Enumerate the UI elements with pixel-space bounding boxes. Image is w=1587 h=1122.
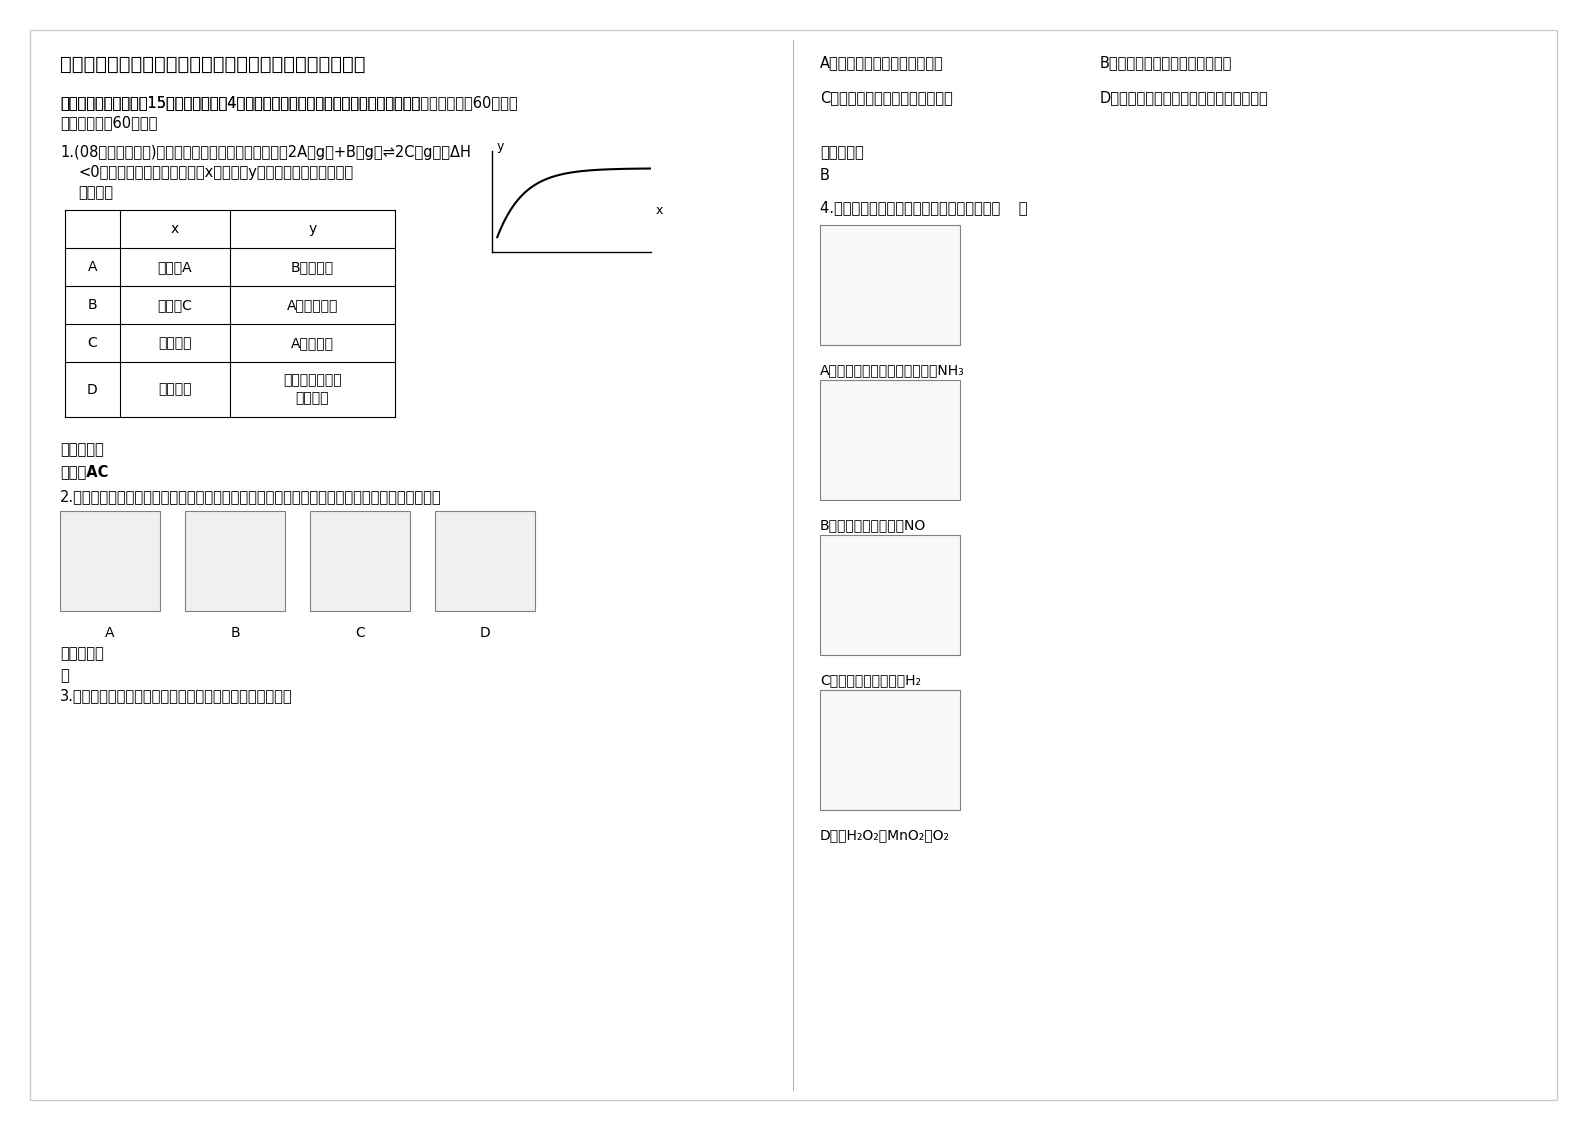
FancyBboxPatch shape [820,690,960,810]
Text: A．用氯化铵和氢氧化钠固体制NH₃: A．用氯化铵和氢氧化钠固体制NH₃ [820,364,965,377]
Text: C: C [87,335,97,350]
Text: B．用铜片和稀硝酸制NO: B．用铜片和稀硝酸制NO [820,518,927,532]
Text: 2.研究物质性质的方法很多，其中对照实验就是一种重要的方法，下列装置不是作为对照实验的是: 2.研究物质性质的方法很多，其中对照实验就是一种重要的方法，下列装置不是作为对照… [60,489,441,504]
Text: y: y [497,140,503,153]
FancyBboxPatch shape [60,511,160,611]
Text: A: A [87,260,97,274]
Text: 4.下列制备和收集气体的实验装置合理的是（    ）: 4.下列制备和收集气体的实验装置合理的是（ ） [820,200,1027,215]
Text: 的是（）: 的是（） [78,185,113,200]
Text: D: D [87,383,98,396]
Text: x: x [171,222,179,236]
Text: 摩尔质量: 摩尔质量 [295,392,329,405]
FancyBboxPatch shape [820,535,960,655]
Text: <0到达平衡后，改变一个条件x，下列量y的变化一定符合图中曲线: <0到达平衡后，改变一个条件x，下列量y的变化一定符合图中曲线 [78,165,354,180]
Text: 再加入A: 再加入A [157,260,192,274]
FancyBboxPatch shape [186,511,286,611]
Text: B: B [820,168,830,183]
Text: 参考答案：: 参考答案： [820,145,863,160]
Text: B的转化率: B的转化率 [290,260,333,274]
Text: 一、单选题（本大题共15个小题，每小题4分。在每小题给出的四个选项中，只有一项符合题目要求，共60分。）: 一、单选题（本大题共15个小题，每小题4分。在每小题给出的四个选项中，只有一项符… [60,95,517,110]
Text: 1.(08广东佛山调研)在一定条件下密闭容器中的反应：2A（g）+B（g）⇌2C（g），ΔH: 1.(08广东佛山调研)在一定条件下密闭容器中的反应：2A（g）+B（g）⇌2C… [60,145,471,160]
Text: 3.日常生活中很多问题涉及到化学知识。下列叙述错误的是: 3.日常生活中很多问题涉及到化学知识。下列叙述错误的是 [60,688,292,703]
Text: C．用纯碱溶液洗涤餐具上的油污: C．用纯碱溶液洗涤餐具上的油污 [820,90,952,105]
Text: 参考答案：: 参考答案： [60,442,103,457]
Text: 缩小体积: 缩小体积 [159,335,192,350]
Text: B: B [230,626,240,640]
FancyBboxPatch shape [309,511,409,611]
Text: A的转化率: A的转化率 [290,335,333,350]
Text: 一、单选题（本大题共15个小题，每小题4分。在每小题给出的四个选项中，只有一项符合: 一、单选题（本大题共15个小题，每小题4分。在每小题给出的四个选项中，只有一项符… [60,95,421,110]
Text: 题目要求，共60分。）: 题目要求，共60分。） [60,114,157,130]
Text: 再加入C: 再加入C [157,298,192,312]
Text: 江苏省无锡市省级实验中学高三化学下学期期末试卷含解析: 江苏省无锡市省级实验中学高三化学下学期期末试卷含解析 [60,55,365,74]
Text: y: y [308,222,317,236]
Text: D．用H₂O₂和MnO₂制O₂: D．用H₂O₂和MnO₂制O₂ [820,828,951,842]
FancyBboxPatch shape [820,380,960,500]
Text: A的体积分数: A的体积分数 [287,298,338,312]
Text: 略: 略 [60,668,68,683]
Text: A: A [105,626,114,640]
Text: C: C [355,626,365,640]
Text: B: B [87,298,97,312]
Text: B．用米汤检验碘盐中含有碘酸钾: B．用米汤检验碘盐中含有碘酸钾 [1100,55,1233,70]
FancyBboxPatch shape [820,226,960,344]
Text: 答案：AC: 答案：AC [60,465,108,479]
Text: A．用食醋清洗热水瓶中的水垢: A．用食醋清洗热水瓶中的水垢 [820,55,944,70]
Text: x: x [655,204,663,217]
Text: 混合气体的平均: 混合气体的平均 [282,374,341,387]
Text: D: D [479,626,490,640]
FancyBboxPatch shape [435,511,535,611]
Text: C．用锌粒和稀硫酸制H₂: C．用锌粒和稀硫酸制H₂ [820,673,920,687]
Text: 参考答案：: 参考答案： [60,646,103,661]
Text: 升高温度: 升高温度 [159,383,192,396]
Text: D．用丁达尔效应区别鸡蛋白溶液和食盐水: D．用丁达尔效应区别鸡蛋白溶液和食盐水 [1100,90,1268,105]
